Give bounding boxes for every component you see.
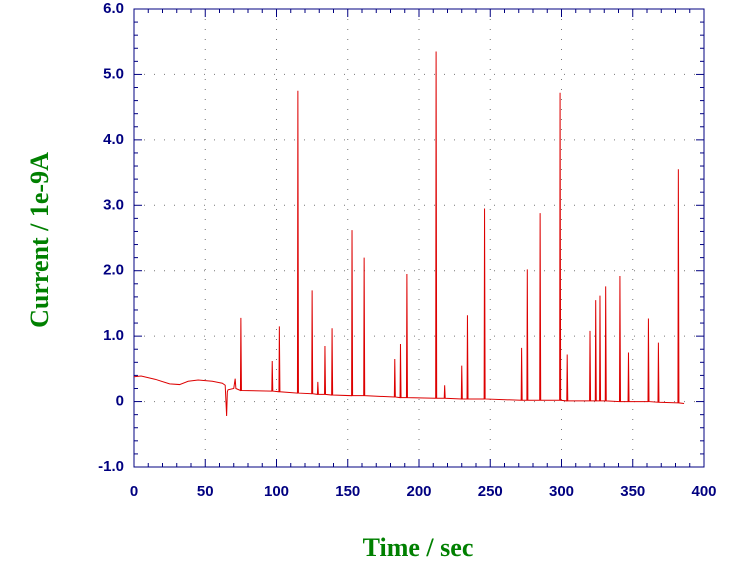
x-tick-label: 150 xyxy=(335,483,360,500)
x-tick-label: 350 xyxy=(620,483,645,500)
x-tick-label: 250 xyxy=(478,483,503,500)
y-tick-label: 5.0 xyxy=(103,65,124,82)
x-tick-label: 200 xyxy=(406,483,431,500)
y-tick-label: 3.0 xyxy=(103,196,124,213)
x-tick-label: 50 xyxy=(197,483,214,500)
x-tick-label: 0 xyxy=(130,483,138,500)
y-tick-label: 6.0 xyxy=(103,0,124,17)
y-tick-label: 1.0 xyxy=(103,327,124,344)
y-tick-label: -1.0 xyxy=(98,458,124,475)
y-tick-label: 0 xyxy=(116,393,124,410)
x-tick-label: 400 xyxy=(691,483,716,500)
x-tick-label: 100 xyxy=(264,483,289,500)
y-tick-label: 2.0 xyxy=(103,262,124,279)
data-line xyxy=(133,51,685,416)
x-axis-label: Time / sec xyxy=(363,533,474,562)
plot-frame xyxy=(133,8,705,468)
y-axis-label: Current / 1e-9A xyxy=(25,152,54,328)
x-tick-label: 300 xyxy=(549,483,574,500)
y-tick-label: 4.0 xyxy=(103,131,124,148)
